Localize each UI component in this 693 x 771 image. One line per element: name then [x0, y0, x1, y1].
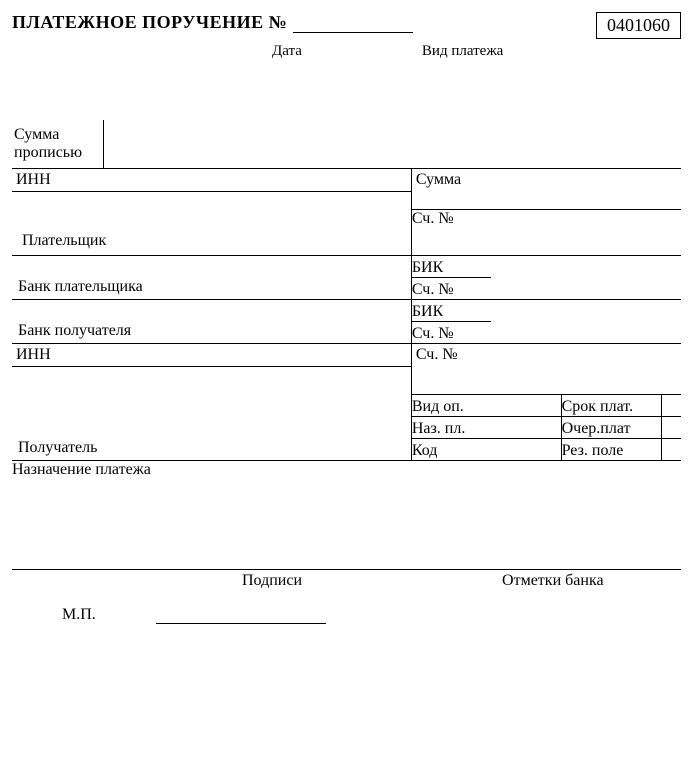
- payer-bank-acc-label: Сч. №: [411, 278, 491, 300]
- payee-acc-label: Сч. №: [411, 344, 491, 395]
- payment-type-label: Вид платежа: [422, 43, 503, 60]
- amount-field[interactable]: [491, 169, 681, 210]
- order-number-line[interactable]: [293, 13, 413, 33]
- footer-signatures-row: Подписи Отметки банка: [12, 569, 681, 590]
- stamp-label: М.П.: [62, 606, 96, 624]
- pay-term-label: Срок плат.: [561, 395, 661, 417]
- form-header: ПЛАТЕЖНОЕ ПОРУЧЕНИЕ № 0401060: [12, 12, 681, 39]
- payer-account-field[interactable]: [491, 210, 681, 256]
- op-type-label: Вид оп.: [411, 395, 491, 417]
- amount-words-l2: прописью: [14, 144, 82, 161]
- payee-acc-field[interactable]: [491, 344, 681, 395]
- payer-bank-bik-label: БИК: [411, 256, 491, 278]
- purpose-label: Назначение платежа: [12, 461, 681, 480]
- reserve-label: Рез. поле: [561, 439, 661, 461]
- op-type-field[interactable]: [491, 395, 561, 417]
- form-title: ПЛАТЕЖНОЕ ПОРУЧЕНИЕ №: [12, 12, 287, 33]
- signatures-label: Подписи: [242, 572, 302, 590]
- payee-bank-bik-field[interactable]: [491, 300, 681, 322]
- title-block: ПЛАТЕЖНОЕ ПОРУЧЕНИЕ №: [12, 12, 413, 33]
- amount-words-l1: Сумма: [14, 126, 59, 143]
- amount-label: Сумма: [411, 169, 491, 210]
- payee-bank-label: Банк получателя: [12, 319, 411, 343]
- amount-words-row: Сумма прописью: [12, 120, 681, 169]
- pay-purpose-code-label: Наз. пл.: [411, 417, 491, 439]
- pay-order-label: Очер.плат: [561, 417, 661, 439]
- subheader-labels: Дата Вид платежа: [272, 43, 681, 60]
- payee-bank-acc-field[interactable]: [491, 322, 681, 344]
- date-label: Дата: [272, 43, 302, 60]
- main-form-grid: ИНН Сумма Плательщик Сч. № Банк плательщ…: [12, 169, 681, 479]
- payer-account-label: Сч. №: [411, 210, 491, 256]
- reserve-field[interactable]: [661, 439, 681, 461]
- pay-purpose-code-field[interactable]: [491, 417, 561, 439]
- payee-bank-acc-label: Сч. №: [411, 322, 491, 344]
- payee-label: Получатель: [12, 436, 411, 460]
- payer-bank-label: Банк плательщика: [12, 275, 411, 299]
- inn-payer-label: ИНН: [12, 169, 411, 192]
- payer-bank-acc-field[interactable]: [491, 278, 681, 300]
- stamp-row: М.П.: [12, 606, 681, 624]
- amount-words-label: Сумма прописью: [12, 120, 104, 168]
- payer-label: Плательщик: [16, 229, 407, 253]
- inn-payee-label: ИНН: [12, 344, 411, 367]
- signature-line[interactable]: [156, 606, 326, 624]
- payee-bank-bik-label: БИК: [411, 300, 491, 322]
- amount-words-field[interactable]: [104, 120, 681, 168]
- payer-bank-bik-field[interactable]: [491, 256, 681, 278]
- pay-order-field[interactable]: [661, 417, 681, 439]
- code-field[interactable]: [491, 439, 561, 461]
- bank-notes-label: Отметки банка: [502, 572, 604, 590]
- form-code-box: 0401060: [596, 12, 681, 39]
- pay-term-field[interactable]: [661, 395, 681, 417]
- code-label: Код: [411, 439, 491, 461]
